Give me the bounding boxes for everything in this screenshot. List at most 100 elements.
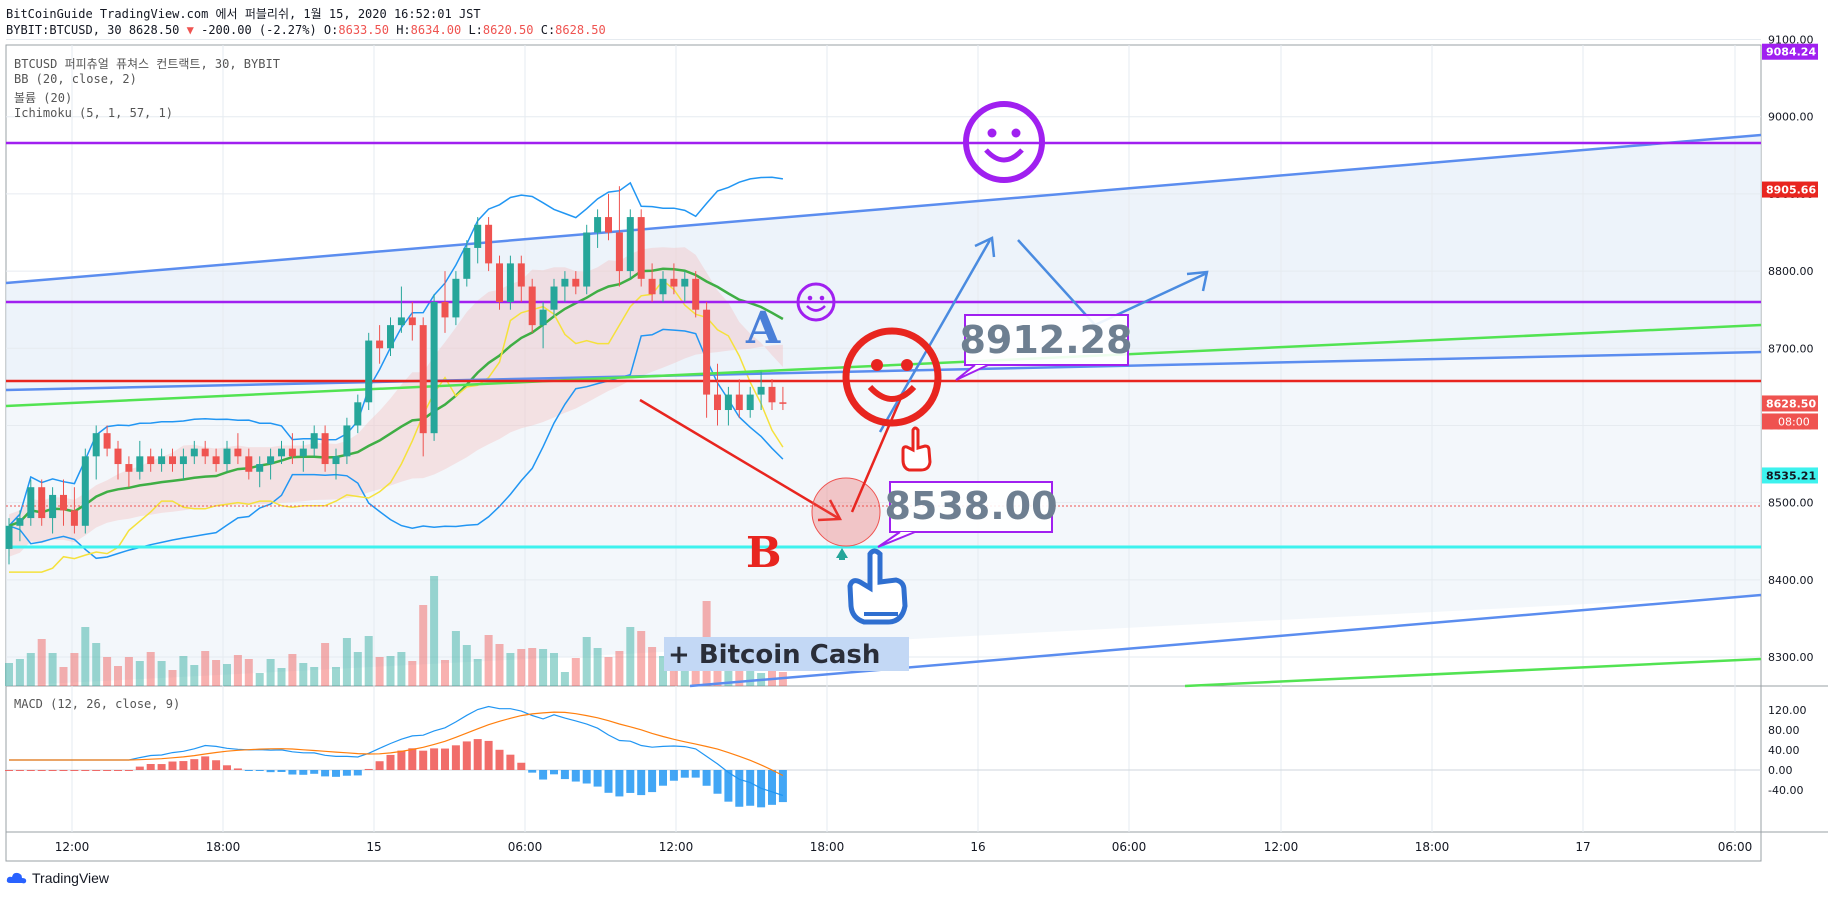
candle-body bbox=[430, 301, 438, 434]
candle-body bbox=[321, 433, 329, 465]
volume-bar bbox=[669, 670, 678, 686]
callout-high[interactable]: 8912.28 bbox=[955, 314, 1133, 381]
level-label-text: 8905.66 bbox=[1766, 184, 1816, 197]
volume-bar bbox=[593, 648, 602, 686]
support-zone-circle[interactable] bbox=[811, 477, 881, 547]
callout-low[interactable]: 8538.00 bbox=[877, 481, 1058, 548]
volume-bar bbox=[59, 667, 68, 686]
green-trend-lower[interactable] bbox=[1184, 657, 1762, 688]
red-down-arrow[interactable] bbox=[639, 398, 839, 520]
macd-histogram-bar bbox=[430, 748, 439, 770]
open-value: 8633.50 bbox=[338, 23, 389, 37]
volume-bar bbox=[168, 670, 177, 686]
macd-histogram-bar bbox=[571, 770, 580, 782]
candle-body bbox=[692, 278, 700, 310]
volume-bar bbox=[637, 631, 646, 686]
volume-bar bbox=[135, 661, 144, 686]
volume-bar bbox=[37, 639, 46, 686]
blue-arrowhead-2 bbox=[1186, 270, 1209, 292]
note-box[interactable] bbox=[664, 637, 909, 671]
legend-volume: 볼륨 (20) bbox=[14, 91, 73, 105]
macd-histogram-bar bbox=[15, 770, 24, 771]
macd-histogram-bar bbox=[669, 770, 678, 781]
volume-bar bbox=[157, 661, 166, 686]
candle-body bbox=[550, 286, 558, 310]
note-text: + Bitcoin Cash bbox=[668, 640, 880, 670]
macd-histogram-bar bbox=[648, 770, 657, 793]
macd-histogram-bar bbox=[680, 770, 689, 778]
candle-body bbox=[81, 456, 89, 526]
red-up-arrow[interactable] bbox=[850, 392, 905, 513]
cloud-area bbox=[9, 247, 783, 557]
up-marker-stem bbox=[839, 556, 845, 560]
volume-bar bbox=[386, 656, 395, 686]
macd-histogram-bar bbox=[473, 739, 482, 770]
macd-histogram-bar bbox=[408, 748, 417, 770]
cloud-logo-icon bbox=[6, 872, 27, 884]
channel-mid-line[interactable] bbox=[5, 350, 1762, 392]
volume-bar bbox=[146, 652, 155, 686]
volume-bar bbox=[626, 627, 635, 686]
volume-bar bbox=[244, 659, 253, 686]
price-tick-label: 8300.00 bbox=[1768, 651, 1814, 664]
volume-bar bbox=[190, 665, 199, 686]
channel-fill-lower bbox=[6, 350, 1761, 686]
volume-bar bbox=[5, 663, 13, 686]
time-tick-label: 06:00 bbox=[1718, 840, 1753, 854]
time-tick-label: 12:00 bbox=[55, 840, 90, 854]
time-tick-label: 16 bbox=[970, 840, 985, 854]
candle-body bbox=[768, 386, 776, 403]
price-tick-label: 8400.00 bbox=[1768, 574, 1814, 587]
channel-top-line[interactable] bbox=[5, 133, 1762, 285]
candle-body bbox=[735, 394, 743, 411]
macd-histogram-bar bbox=[146, 764, 155, 770]
time-tick-label: 06:00 bbox=[1112, 840, 1147, 854]
volume-bar bbox=[201, 651, 210, 686]
volume-bar bbox=[419, 605, 428, 686]
price-chart[interactable]: 8912.28 8538.00 A B + Bitcoin Cash 9600.… bbox=[0, 0, 1828, 862]
time-tick-label: 17 bbox=[1575, 840, 1590, 854]
macd-histogram-bar bbox=[539, 770, 548, 780]
macd-histogram-bar bbox=[441, 748, 449, 770]
candle-body bbox=[746, 394, 754, 411]
tradingview-logo[interactable]: TradingView bbox=[6, 870, 109, 886]
macd-signal-line bbox=[9, 711, 784, 777]
candle-body bbox=[212, 456, 220, 465]
candle-body bbox=[615, 232, 623, 272]
purple-smiley-small-icon bbox=[796, 282, 836, 322]
volume-bar bbox=[81, 627, 90, 686]
up-marker-icon bbox=[836, 548, 848, 558]
volume-bar bbox=[648, 647, 657, 686]
open-label: O: bbox=[323, 23, 339, 37]
macd-pane bbox=[5, 705, 1761, 808]
macd-histogram-bar bbox=[59, 770, 68, 771]
candle-body bbox=[190, 448, 198, 457]
volume-bar bbox=[408, 661, 417, 686]
macd-histogram-bar bbox=[255, 770, 264, 771]
level-label-box bbox=[1762, 467, 1818, 484]
price-change: -200.00 (-2.27%) bbox=[201, 23, 317, 37]
volume-bar bbox=[299, 663, 308, 686]
label-a: A bbox=[745, 303, 781, 354]
macd-histogram-bar bbox=[506, 754, 515, 770]
volume-bar bbox=[321, 643, 330, 686]
volume-bar bbox=[70, 653, 79, 686]
volume-bar bbox=[15, 659, 24, 686]
volume-bar bbox=[375, 657, 384, 686]
candle-body bbox=[49, 494, 57, 519]
red-smiley-icon bbox=[842, 327, 942, 427]
macd-histogram-bar bbox=[135, 766, 144, 770]
ichimoku-cloud bbox=[9, 247, 783, 557]
volume-bar bbox=[484, 635, 493, 686]
candle-body bbox=[648, 278, 656, 295]
green-trend-upper[interactable] bbox=[5, 323, 1762, 408]
macd-histogram-bar bbox=[48, 770, 57, 771]
volume-bar bbox=[397, 652, 406, 686]
candle-body bbox=[245, 456, 253, 472]
price-tick-label: 8800.00 bbox=[1768, 265, 1814, 278]
candle-body bbox=[605, 217, 612, 233]
symbol-price: BYBIT:BTCUSD, 30 8628.50 bbox=[6, 23, 180, 37]
volume-bar bbox=[223, 664, 231, 686]
volume-bar bbox=[506, 653, 515, 686]
